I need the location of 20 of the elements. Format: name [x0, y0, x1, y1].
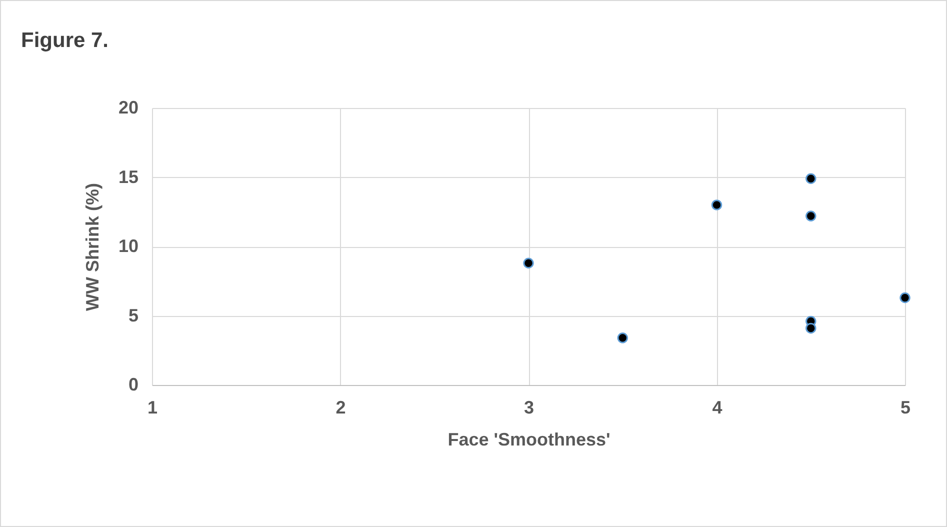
point	[806, 322, 816, 334]
x-tick-label: 4	[712, 398, 722, 418]
point	[806, 210, 816, 222]
point	[617, 332, 628, 344]
x-tick-label: 3	[524, 398, 534, 418]
y-tick-label: 20	[118, 98, 138, 118]
point	[523, 258, 534, 268]
x-tick-label: 1	[147, 398, 158, 418]
point	[900, 292, 910, 304]
y-axis-title: WW Shrink (%)	[82, 183, 102, 311]
y-tick-label: 5	[128, 305, 138, 326]
y-tick-label: 10	[118, 236, 138, 256]
x-tick-label: 2	[336, 398, 346, 418]
x-axis-title: Face 'Smoothness'	[448, 430, 610, 450]
y-tick-label: 0	[128, 374, 138, 394]
point	[711, 200, 722, 210]
chart-title: Figure 7.	[21, 29, 109, 52]
point	[806, 173, 816, 184]
x-tick-label: 5	[900, 398, 911, 418]
y-tick-label: 15	[118, 166, 138, 187]
